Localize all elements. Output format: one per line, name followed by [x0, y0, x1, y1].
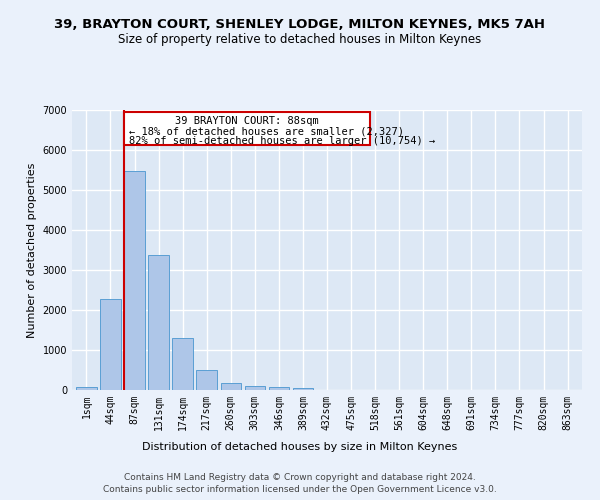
Bar: [221, 383, 241, 390]
Text: 39 BRAYTON COURT: 88sqm: 39 BRAYTON COURT: 88sqm: [175, 116, 319, 126]
Text: Distribution of detached houses by size in Milton Keynes: Distribution of detached houses by size …: [142, 442, 458, 452]
Bar: [196, 370, 217, 390]
Bar: [148, 255, 169, 390]
Y-axis label: Number of detached properties: Number of detached properties: [27, 162, 37, 338]
FancyBboxPatch shape: [124, 112, 370, 145]
Bar: [100, 299, 121, 390]
Text: Contains HM Land Registry data © Crown copyright and database right 2024.: Contains HM Land Registry data © Crown c…: [124, 473, 476, 482]
Bar: [172, 338, 193, 390]
Bar: [124, 171, 145, 390]
Bar: [245, 386, 265, 390]
Text: 82% of semi-detached houses are larger (10,754) →: 82% of semi-detached houses are larger (…: [128, 136, 435, 146]
Bar: [269, 388, 289, 390]
Bar: [293, 388, 313, 390]
Text: Contains public sector information licensed under the Open Government Licence v3: Contains public sector information licen…: [103, 486, 497, 494]
Text: 39, BRAYTON COURT, SHENLEY LODGE, MILTON KEYNES, MK5 7AH: 39, BRAYTON COURT, SHENLEY LODGE, MILTON…: [55, 18, 545, 30]
Bar: [76, 387, 97, 390]
Text: ← 18% of detached houses are smaller (2,327): ← 18% of detached houses are smaller (2,…: [128, 126, 404, 136]
Text: Size of property relative to detached houses in Milton Keynes: Size of property relative to detached ho…: [118, 32, 482, 46]
